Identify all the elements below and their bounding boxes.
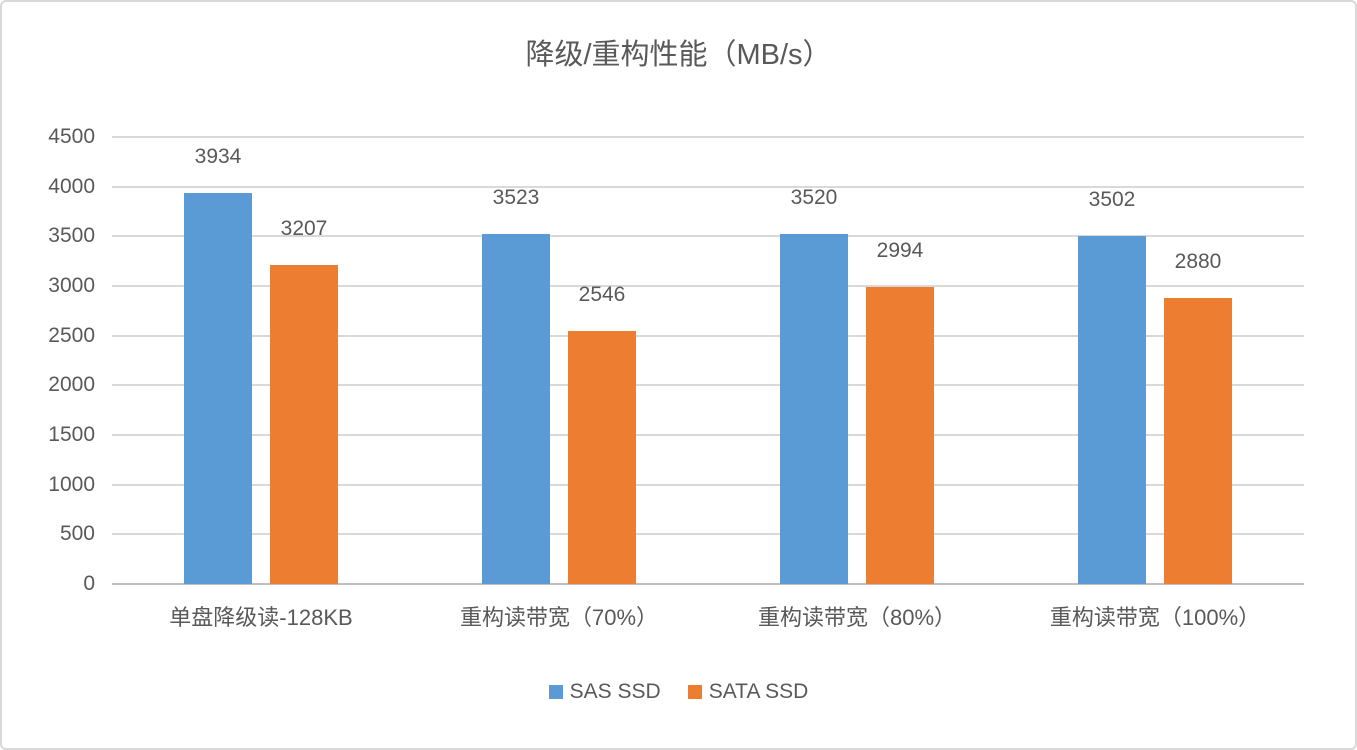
bar-sas-ssd: [1078, 236, 1146, 584]
data-label: 3934: [194, 145, 242, 169]
legend-swatch-icon: [687, 685, 702, 699]
bar-sas-ssd: [482, 234, 550, 584]
gridline: [112, 285, 1304, 287]
y-axis-tick-label: 1000: [48, 472, 95, 496]
data-label: 2880: [1174, 249, 1222, 273]
y-axis-tick-label: 2000: [48, 373, 95, 397]
y-axis-tick-label: 1500: [48, 423, 95, 446]
bar-sata-ssd: [270, 265, 338, 584]
bar-sata-ssd: [568, 331, 636, 584]
y-axis-tick-label: 3500: [48, 224, 95, 248]
x-axis-category-label: 重构读带宽（100%）: [1049, 605, 1261, 630]
bar-sata-ssd: [866, 286, 934, 584]
legend: SAS SSD SATA SSD: [2, 680, 1355, 704]
data-label: 2546: [578, 283, 626, 307]
gridline: [112, 533, 1304, 536]
gridline: [112, 434, 1304, 436]
y-axis-tick-label: 4500: [48, 125, 95, 148]
gridline: [112, 136, 1304, 138]
y-axis-tick-label: 2500: [48, 323, 95, 347]
x-axis-category-label: 单盘降级读-128KB: [169, 605, 353, 630]
x-axis-category-label: 重构读带宽（80%）: [757, 605, 957, 630]
legend-item-sata-ssd: SATA SSD: [687, 680, 809, 704]
gridline: [112, 235, 1304, 238]
data-label: 3523: [492, 186, 540, 210]
gridline: [112, 483, 1304, 486]
data-label: 3520: [790, 186, 838, 210]
legend-swatch-icon: [548, 685, 563, 699]
gridline: [112, 334, 1304, 337]
gridline: [112, 185, 1304, 188]
y-axis-tick-label: 500: [59, 522, 95, 546]
y-axis-tick-label: 4000: [48, 174, 95, 198]
bar-sata-ssd: [1164, 297, 1232, 584]
data-label: 3207: [280, 217, 328, 241]
x-axis-line: [112, 583, 1304, 585]
y-axis-tick-label: 3000: [48, 274, 95, 297]
data-label: 2994: [876, 238, 924, 262]
y-axis-tick-label: 0: [83, 572, 95, 595]
x-axis-category-label: 重构读带宽（70%）: [459, 605, 659, 630]
legend-item-sas-ssd: SAS SSD: [548, 680, 661, 704]
legend-label: SAS SSD: [569, 680, 661, 703]
bar-sas-ssd: [780, 234, 848, 584]
chart-title: 降级/重构性能（MB/s）: [525, 39, 832, 71]
data-label: 3502: [1088, 188, 1136, 212]
bar-sas-ssd: [184, 193, 252, 584]
gridline: [112, 384, 1304, 387]
legend-label: SATA SSD: [708, 680, 809, 703]
